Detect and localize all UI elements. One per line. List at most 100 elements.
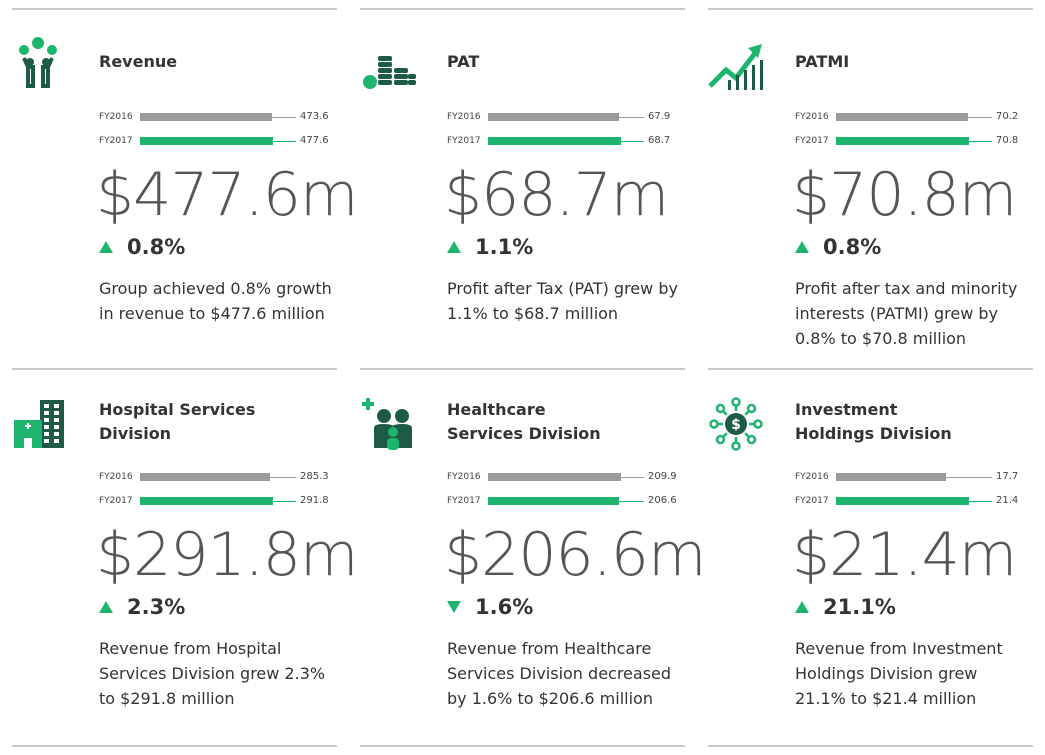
card-title: Hospital Services Division — [99, 400, 256, 443]
leader-line — [946, 477, 992, 478]
description: Revenue from Healthcare Services Divisio… — [447, 639, 672, 708]
bar-row: FY2017 206.6 — [447, 494, 685, 508]
bar-row: FY2017 291.8 — [99, 494, 337, 508]
bar-row: FY2016 473.6 — [99, 110, 337, 124]
card-title: Healthcare Services Division — [447, 400, 601, 443]
bar-value: 291.8 — [300, 495, 329, 506]
leader-line — [969, 141, 992, 142]
icon — [708, 44, 763, 90]
bar — [140, 473, 271, 481]
icon — [362, 398, 412, 450]
bar-value: 67.9 — [648, 111, 671, 122]
metric-card: $ Investment Holdings Division FY2016 17.7 F… — [708, 368, 1033, 725]
bar — [140, 137, 273, 145]
bar-label: FY2017 — [795, 136, 829, 146]
bar — [140, 113, 272, 121]
trend-arrow — [99, 601, 113, 613]
description: Profit after tax and minority interests … — [795, 279, 1018, 348]
bar-label: FY2016 — [447, 472, 481, 482]
bar-label: FY2017 — [795, 496, 829, 506]
divider — [708, 745, 1033, 747]
bar — [836, 497, 969, 505]
bar-row: FY2017 70.8 — [795, 134, 1033, 148]
leader-line — [273, 501, 296, 502]
bar-value: 209.9 — [648, 471, 677, 482]
bar-value: 285.3 — [300, 471, 329, 482]
leader-line — [967, 117, 992, 118]
bar — [488, 137, 621, 145]
change-value: 0.8% — [127, 235, 186, 259]
bar-value: 21.4 — [996, 495, 1019, 506]
bar-row: FY2016 209.9 — [447, 470, 685, 484]
divider — [12, 745, 337, 747]
card-title: PATMI — [795, 52, 850, 71]
bar-value: 70.2 — [996, 111, 1019, 122]
bar-row: FY2017 21.4 — [795, 494, 1033, 508]
bar-value: 477.6 — [300, 135, 329, 146]
metric-card: PAT FY2016 67.9 FY2017 68.7 $68.7m 1.1% Profit … — [360, 8, 685, 365]
icon — [363, 56, 416, 89]
amount: $21.4m — [792, 520, 1017, 590]
amount: $70.8m — [792, 160, 1017, 230]
svg-text:$: $ — [731, 417, 741, 433]
bar-label: FY2016 — [99, 112, 133, 122]
bar-row: FY2016 67.9 — [447, 110, 685, 124]
icon — [19, 37, 57, 88]
bar-label: FY2017 — [99, 136, 133, 146]
bar-row: FY2016 17.7 — [795, 470, 1033, 484]
change: 1.1% — [447, 232, 533, 262]
bar — [488, 497, 619, 505]
bar — [836, 473, 946, 481]
bar-value: 473.6 — [300, 111, 329, 122]
bar — [140, 497, 273, 505]
amount: $477.6m — [96, 160, 358, 230]
icon: $ — [709, 397, 763, 451]
bar-value: 17.7 — [996, 471, 1019, 482]
metric-card: Hospital Services Division FY2016 285.3 FY2… — [12, 368, 358, 725]
leader-line — [618, 501, 644, 502]
leader-line — [619, 117, 644, 118]
metric-card: Healthcare Services Division FY2016 209.9 F… — [360, 368, 706, 725]
change: 0.8% — [99, 232, 185, 262]
leader-line — [273, 141, 296, 142]
trend-arrow — [795, 601, 809, 613]
change-value: 1.6% — [475, 595, 534, 619]
change-value: 21.1% — [823, 595, 896, 619]
amount: $68.7m — [444, 160, 669, 230]
leader-line — [621, 477, 644, 478]
change: 0.8% — [795, 232, 881, 262]
description: Profit after Tax (PAT) grew by 1.1% to $… — [447, 279, 678, 323]
change-value: 1.1% — [475, 235, 534, 259]
bar-row: FY2017 477.6 — [99, 134, 337, 148]
bar — [836, 137, 969, 145]
bar-label: FY2016 — [795, 112, 829, 122]
trend-arrow — [795, 241, 809, 253]
bar — [488, 473, 621, 481]
bar-label: FY2017 — [447, 136, 481, 146]
bar — [488, 113, 620, 121]
change: 2.3% — [99, 592, 185, 622]
card-title: PAT — [447, 52, 480, 71]
bar-value: 70.8 — [996, 135, 1019, 146]
bar-label: FY2017 — [99, 496, 133, 506]
card-title: Revenue — [99, 52, 178, 71]
bar-label: FY2016 — [795, 472, 829, 482]
bar-label: FY2016 — [99, 472, 133, 482]
change: 1.6% — [447, 592, 533, 622]
bar-label: FY2017 — [447, 496, 481, 506]
trend-arrow — [447, 601, 461, 613]
metric-card: Revenue FY2016 473.6 FY2017 477.6 $477.6m 0.8%… — [12, 8, 358, 365]
description: Revenue from Investment Holdings Divisio… — [795, 639, 1003, 708]
metric-card: PATMI FY2016 70.2 FY2017 70.8 $70.8m 0.8% Profi… — [708, 8, 1033, 365]
bar-row: FY2016 285.3 — [99, 470, 337, 484]
bar-value: 68.7 — [648, 135, 671, 146]
change-value: 2.3% — [127, 595, 186, 619]
leader-line — [969, 501, 992, 502]
leader-line — [621, 141, 644, 142]
change: 21.1% — [795, 592, 896, 622]
icon — [14, 400, 64, 448]
bar-row: FY2016 70.2 — [795, 110, 1033, 124]
change-value: 0.8% — [823, 235, 882, 259]
bar-row: FY2017 68.7 — [447, 134, 685, 148]
leader-line — [270, 477, 296, 478]
